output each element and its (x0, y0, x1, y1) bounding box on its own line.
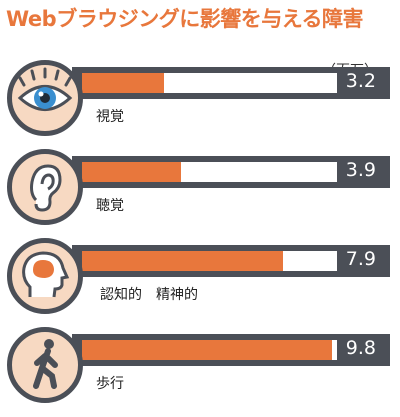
bar-row: 3.9 聴覚 (0, 147, 400, 239)
bar-track (82, 162, 337, 182)
category-label: 視覚 (96, 109, 124, 125)
bar-row: 3.2 視覚 (0, 58, 400, 150)
bar-track (82, 251, 337, 271)
bar-container: 3.2 (72, 67, 390, 99)
chart-title: Webブラウジングに影響を与える障害 (6, 7, 364, 31)
data-label: 7.9 (345, 248, 376, 270)
data-label: 3.2 (345, 70, 376, 92)
bar-row: 7.9 認知的 精神的 (0, 236, 400, 328)
data-label: 9.8 (345, 337, 376, 359)
walking-person-icon (7, 327, 83, 403)
category-label: 聴覚 (96, 198, 124, 214)
head-brain-icon (7, 238, 83, 314)
eye-icon (7, 60, 83, 136)
bar (82, 340, 332, 360)
bar-container: 3.9 (72, 156, 390, 188)
bar-track (82, 73, 337, 93)
category-label: 認知的 精神的 (100, 287, 198, 303)
data-label: 3.9 (345, 159, 376, 181)
bar (82, 162, 181, 182)
bar (82, 251, 283, 271)
bar-track (82, 340, 337, 360)
bar-container: 9.8 (72, 334, 390, 366)
category-label: 歩行 (96, 376, 124, 392)
bar-container: 7.9 (72, 245, 390, 277)
bar-row: 9.8 歩行 (0, 325, 400, 417)
ear-icon (7, 149, 83, 225)
bar (82, 73, 164, 93)
